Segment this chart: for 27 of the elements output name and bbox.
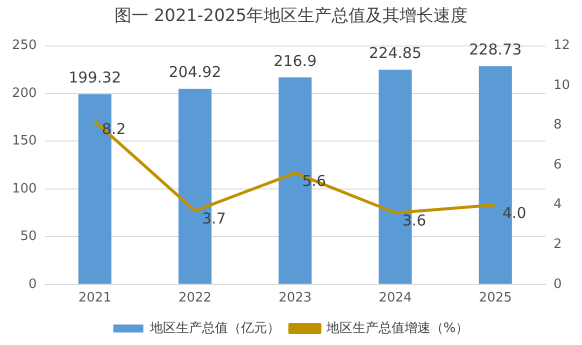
x-tick-label: 2024 <box>378 290 412 306</box>
x-tick-label: 2021 <box>78 290 112 306</box>
y-tick-label: 200 <box>12 86 37 101</box>
y2-tick-label: 10 <box>553 78 570 93</box>
data-label: 216.9 <box>274 52 317 70</box>
y-tick-label: 100 <box>12 181 37 196</box>
data-label: 204.92 <box>168 63 222 82</box>
x-tick-label: 2023 <box>278 290 312 306</box>
y2-tick-label: 4 <box>553 197 562 212</box>
y2-tick-label: 2 <box>553 237 562 252</box>
x-tick-label: 2022 <box>178 290 212 306</box>
y-tick-label: 250 <box>12 38 37 54</box>
y2-tick-label: 8 <box>553 118 562 133</box>
y2-tick-label: 12 <box>553 38 570 54</box>
y-tick-label: 50 <box>20 229 37 244</box>
y2-tick-label: 0 <box>553 276 562 292</box>
data-label: 199.32 <box>68 68 122 87</box>
x-tick-label: 2025 <box>478 290 512 306</box>
y2-tick-label: 6 <box>553 157 562 172</box>
legend-label: 地区生产总值（亿元） <box>148 320 280 336</box>
y-tick-label: 0 <box>28 276 37 292</box>
y-tick-label: 150 <box>12 134 37 149</box>
data-label: 228.73 <box>469 40 522 58</box>
data-label: 5.6 <box>302 172 326 190</box>
chart-title: 图一 2021-2025年地区生产总值及其增长速度 <box>113 5 469 28</box>
data-label: 224.85 <box>369 44 422 62</box>
legend-label: 地区生产总值增速（%） <box>325 320 469 336</box>
